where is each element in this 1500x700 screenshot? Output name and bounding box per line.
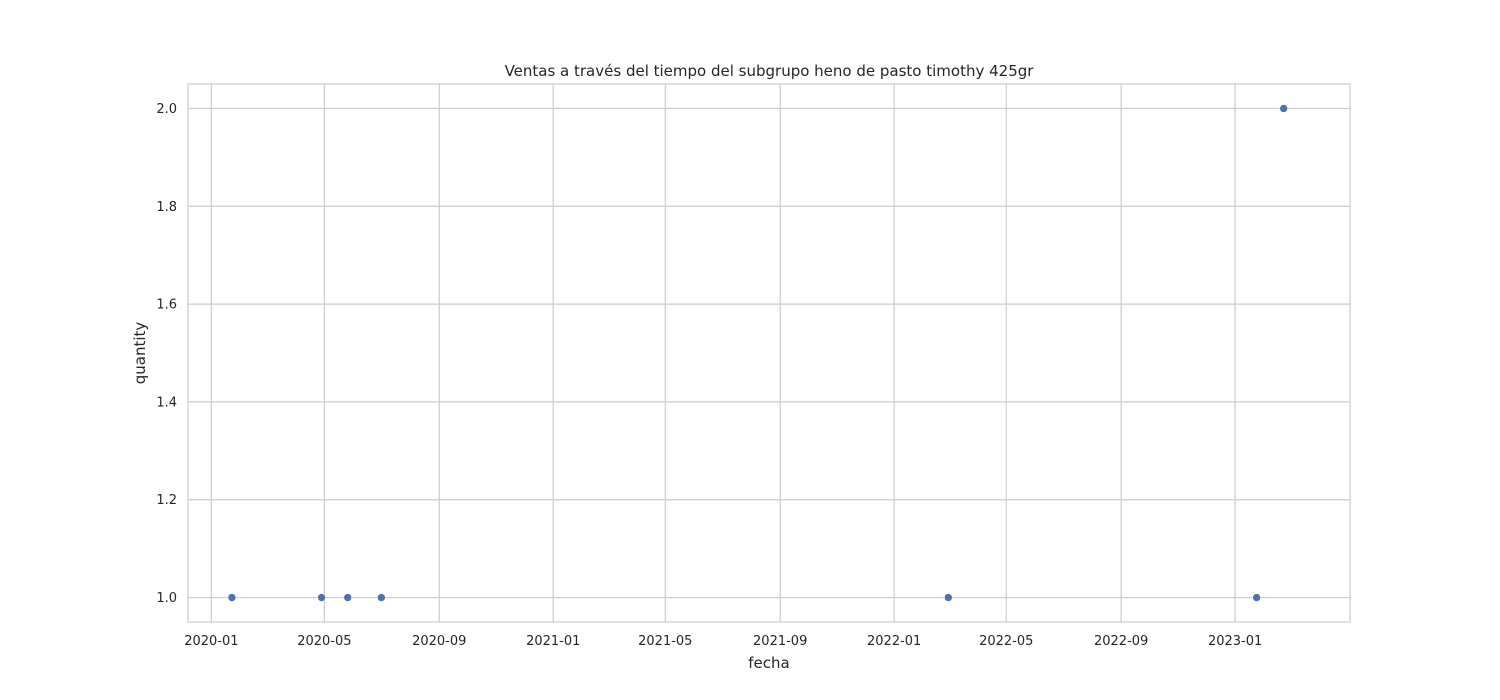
y-tick-label: 1.4 <box>156 395 177 410</box>
y-tick-label: 1.6 <box>156 298 177 313</box>
x-tick-label: 2021-09 <box>753 634 807 649</box>
x-tick-label: 2021-05 <box>638 634 692 649</box>
data-point <box>227 593 237 602</box>
data-point <box>343 593 353 602</box>
data-points <box>227 104 1288 602</box>
plot-area <box>188 84 1350 622</box>
data-point <box>317 593 326 602</box>
plot-frame <box>187 83 1351 623</box>
y-tick-label: 2.0 <box>156 102 177 117</box>
x-tick-label: 2020-05 <box>297 634 351 649</box>
y-tick-label: 1.8 <box>156 200 177 215</box>
x-gridlines <box>210 84 1236 622</box>
x-tick-label: 2022-01 <box>867 634 921 649</box>
data-point <box>1279 104 1288 113</box>
chart-title: Ventas a través del tiempo del subgrupo … <box>505 62 1035 80</box>
x-axis-label: fecha <box>748 654 789 672</box>
y-axis-label: quantity <box>131 322 149 385</box>
y-tick-label: 1.0 <box>156 591 177 606</box>
x-tick-labels: 2020-01 2020-05 2020-09 2021-01 2021-05 2021-… <box>184 634 1262 649</box>
y-tick-labels: 1.0 1.2 1.4 1.6 1.8 2.0 <box>156 102 177 606</box>
x-tick-label: 2020-09 <box>412 634 466 649</box>
x-tick-label: 2022-05 <box>979 634 1033 649</box>
x-tick-label: 2020-01 <box>184 634 238 649</box>
data-point <box>944 593 953 602</box>
y-tick-label: 1.2 <box>156 493 177 508</box>
data-point <box>377 593 386 602</box>
x-tick-label: 2023-01 <box>1208 634 1262 649</box>
x-tick-label: 2021-01 <box>526 634 580 649</box>
x-tick-label: 2022-09 <box>1094 634 1148 649</box>
data-point <box>1252 593 1261 602</box>
